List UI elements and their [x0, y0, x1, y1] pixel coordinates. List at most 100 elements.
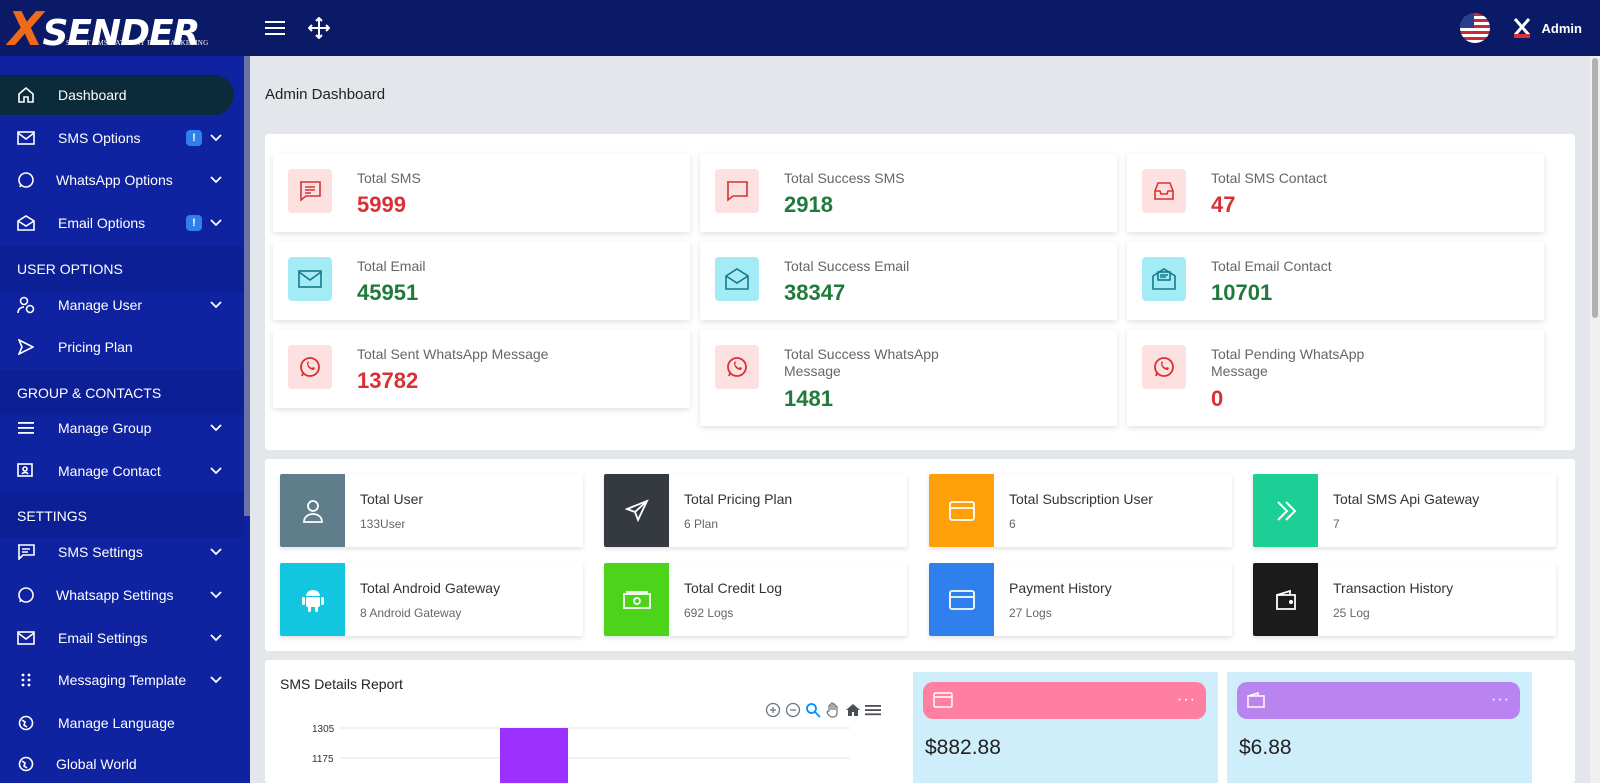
- zoom-out-icon[interactable]: [785, 702, 801, 723]
- summary-card[interactable]: Total Pricing Plan 6 Plan: [604, 474, 907, 547]
- fullscreen-move-icon[interactable]: [304, 13, 334, 43]
- sidebar: Dashboard SMS Options ! WhatsApp Options…: [0, 56, 250, 783]
- chevron-down-icon: [208, 219, 224, 227]
- sidebar-item-email-options[interactable]: Email Options !: [0, 203, 234, 243]
- sidebar-item-global-world[interactable]: Global World: [0, 744, 234, 783]
- send-icon: [14, 339, 38, 355]
- y-tick-label: 1175: [312, 754, 334, 765]
- summary-card[interactable]: Transaction History 25 Log: [1253, 563, 1556, 636]
- summary-card[interactable]: Total SMS Api Gateway 7: [1253, 474, 1556, 547]
- inbox-icon: [1142, 169, 1186, 213]
- section-group-contacts: GROUP & CONTACTS: [17, 385, 162, 401]
- chevron-down-icon: [208, 467, 224, 475]
- summary-card[interactable]: Total User 133User: [280, 474, 583, 547]
- card-icon: [933, 692, 953, 713]
- wallet-icon: [1253, 563, 1318, 636]
- stat-card[interactable]: Total Success WhatsApp Message 1481: [700, 330, 1117, 426]
- stat-card[interactable]: Total Success Email 38347: [700, 242, 1117, 320]
- chevron-down-icon: [208, 134, 224, 142]
- mail-open-icon: [715, 257, 759, 301]
- balance-header: ···: [1237, 682, 1520, 719]
- globe-icon: [14, 715, 38, 731]
- contact-icon: [14, 463, 38, 479]
- chart-toolbar: [765, 702, 881, 723]
- balance-card[interactable]: ··· $6.88: [1227, 672, 1532, 783]
- mail-letter-icon: [1142, 257, 1186, 301]
- list-icon: [14, 421, 38, 435]
- chart-bar[interactable]: [500, 728, 568, 783]
- zoom-in-icon[interactable]: [765, 702, 781, 723]
- sidebar-item-whatsapp-options[interactable]: WhatsApp Options: [0, 160, 234, 200]
- message-lines-icon: [288, 169, 332, 213]
- summary-card[interactable]: Payment History 27 Logs: [929, 563, 1232, 636]
- section-settings: SETTINGS: [17, 508, 88, 524]
- brand-logo[interactable]: XSENDER SMART SMS GATEWAY FOR MARKETING: [0, 0, 250, 56]
- balance-value: $882.88: [925, 736, 1001, 759]
- sms-report-chart: 1305 1175: [312, 724, 850, 783]
- whatsapp-icon: [715, 345, 759, 389]
- mail-icon: [288, 257, 332, 301]
- chevron-down-icon: [208, 301, 224, 309]
- summary-card[interactable]: Total Android Gateway 8 Android Gateway: [280, 563, 583, 636]
- chevron-down-icon: [208, 676, 224, 684]
- menu-toggle-icon[interactable]: [260, 13, 290, 43]
- stat-card[interactable]: Total Email 45951: [273, 242, 690, 320]
- y-tick-label: 1305: [312, 724, 335, 735]
- sidebar-item-pricing-plan[interactable]: Pricing Plan: [0, 327, 234, 367]
- sidebar-item-manage-user[interactable]: Manage User: [0, 285, 234, 325]
- sidebar-item-manage-language[interactable]: Manage Language: [0, 703, 234, 743]
- whatsapp-icon: [14, 171, 38, 189]
- balance-card[interactable]: ··· $882.88: [913, 672, 1218, 783]
- wallet-icon: [1247, 691, 1265, 713]
- mail-icon: [14, 131, 38, 145]
- main-content: Admin Dashboard Total SMS 5999 Total Suc…: [250, 56, 1600, 783]
- logo-text: SENDER: [42, 13, 200, 54]
- message-icon: [14, 544, 38, 560]
- summary-card[interactable]: Total Subscription User 6: [929, 474, 1232, 547]
- whatsapp-icon: [288, 345, 332, 389]
- card-icon: [929, 474, 994, 547]
- stat-card[interactable]: Total Success SMS 2918: [700, 154, 1117, 232]
- sidebar-item-email-settings[interactable]: Email Settings: [0, 618, 234, 658]
- grip-icon: [14, 673, 38, 687]
- paper-plane-icon: [604, 474, 669, 547]
- chart-menu-icon[interactable]: [865, 702, 881, 723]
- mail-open-icon: [14, 215, 38, 231]
- stat-card[interactable]: Total Pending WhatsApp Message 0: [1127, 330, 1544, 426]
- alert-badge: !: [186, 130, 202, 146]
- top-bar: XSENDER SMART SMS GATEWAY FOR MARKETING …: [0, 0, 1600, 56]
- chevron-down-icon: [208, 634, 224, 642]
- sidebar-item-sms-options[interactable]: SMS Options !: [0, 118, 234, 158]
- selection-zoom-icon[interactable]: [805, 702, 821, 723]
- sidebar-scrollbar[interactable]: [244, 56, 250, 516]
- alert-badge: !: [186, 215, 202, 231]
- balance-header: ···: [923, 682, 1206, 719]
- chevron-down-icon: [208, 424, 224, 432]
- admin-avatar[interactable]: [1510, 16, 1534, 40]
- sidebar-item-whatsapp-settings[interactable]: Whatsapp Settings: [0, 575, 234, 615]
- pan-hand-icon[interactable]: [825, 702, 841, 723]
- globe-icon: [14, 756, 38, 772]
- stat-card[interactable]: Total SMS 5999: [273, 154, 690, 232]
- stat-card[interactable]: Total Email Contact 10701: [1127, 242, 1544, 320]
- sidebar-item-manage-group[interactable]: Manage Group: [0, 408, 234, 448]
- sidebar-item-manage-contact[interactable]: Manage Contact: [0, 451, 234, 491]
- mail-icon: [14, 631, 38, 645]
- chevron-down-icon: [208, 591, 224, 599]
- sidebar-item-dashboard[interactable]: Dashboard: [0, 75, 234, 115]
- user-plus-icon: [14, 296, 38, 314]
- admin-name[interactable]: Admin: [1541, 20, 1582, 36]
- sidebar-item-sms-settings[interactable]: SMS Settings: [0, 532, 234, 572]
- more-options-icon[interactable]: ···: [1177, 691, 1196, 708]
- reset-home-icon[interactable]: [845, 702, 861, 723]
- summary-card[interactable]: Total Credit Log 692 Logs: [604, 563, 907, 636]
- language-flag-icon[interactable]: [1459, 13, 1490, 43]
- stat-card[interactable]: Total SMS Contact 47: [1127, 154, 1544, 232]
- more-options-icon[interactable]: ···: [1491, 691, 1510, 708]
- stat-card[interactable]: Total Sent WhatsApp Message 13782: [273, 330, 690, 408]
- home-icon: [14, 86, 38, 104]
- page-scrollbar[interactable]: [1590, 56, 1600, 783]
- sidebar-item-messaging-template[interactable]: Messaging Template: [0, 660, 234, 700]
- report-title: SMS Details Report: [280, 676, 403, 692]
- chevron-down-icon: [208, 548, 224, 556]
